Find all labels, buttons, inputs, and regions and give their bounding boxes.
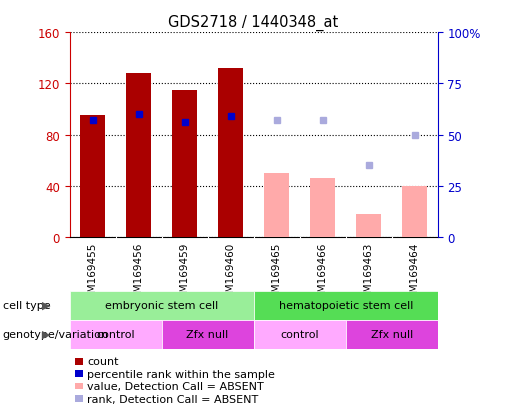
Text: control: control	[280, 330, 319, 339]
Bar	[70, 291, 253, 320]
Bar	[80, 116, 105, 237]
Bar	[126, 74, 151, 237]
Bar	[218, 69, 243, 237]
Bar	[172, 90, 197, 237]
Text: GSM169459: GSM169459	[180, 242, 190, 305]
Text: GSM169464: GSM169464	[410, 242, 420, 305]
Bar	[253, 291, 438, 320]
Text: embryonic stem cell: embryonic stem cell	[105, 301, 218, 311]
Bar	[356, 214, 382, 237]
Text: GSM169463: GSM169463	[364, 242, 374, 305]
Text: value, Detection Call = ABSENT: value, Detection Call = ABSENT	[87, 381, 264, 391]
Text: genotype/variation: genotype/variation	[3, 329, 109, 339]
Bar	[310, 179, 335, 237]
Bar	[253, 320, 346, 349]
Text: GSM169460: GSM169460	[226, 242, 236, 305]
Text: ▶: ▶	[42, 329, 50, 339]
Text: ▶: ▶	[42, 300, 50, 310]
Bar	[264, 173, 289, 237]
Text: Zfx null: Zfx null	[186, 330, 229, 339]
Text: count: count	[87, 356, 118, 366]
Bar	[162, 320, 253, 349]
Bar	[346, 320, 438, 349]
Text: Zfx null: Zfx null	[371, 330, 413, 339]
Text: GDS2718 / 1440348_at: GDS2718 / 1440348_at	[168, 14, 338, 31]
Text: hematopoietic stem cell: hematopoietic stem cell	[279, 301, 413, 311]
Text: GSM169455: GSM169455	[88, 242, 97, 305]
Bar	[402, 186, 427, 237]
Text: cell type: cell type	[3, 300, 50, 310]
Text: control: control	[96, 330, 135, 339]
Text: percentile rank within the sample: percentile rank within the sample	[87, 369, 275, 379]
Text: GSM169456: GSM169456	[133, 242, 144, 305]
Bar	[70, 320, 162, 349]
Text: GSM169466: GSM169466	[318, 242, 328, 305]
Text: GSM169465: GSM169465	[271, 242, 282, 305]
Text: rank, Detection Call = ABSENT: rank, Detection Call = ABSENT	[87, 394, 259, 404]
